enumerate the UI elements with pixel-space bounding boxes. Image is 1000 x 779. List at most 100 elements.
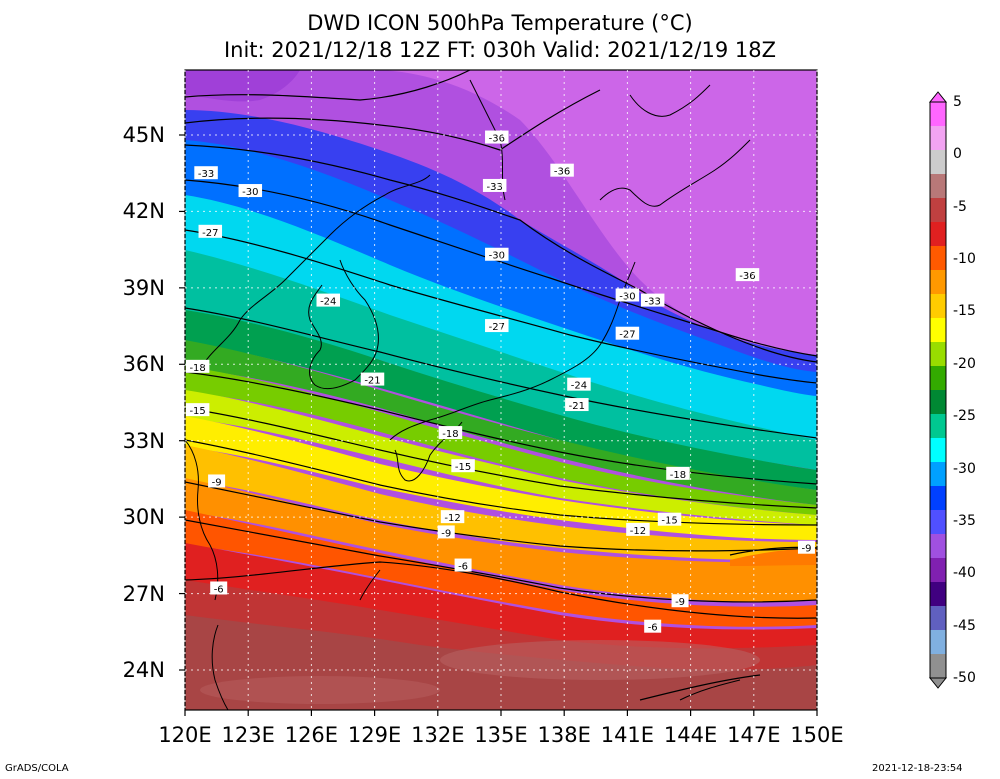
lon-label: 126E	[284, 723, 339, 747]
svg-text:-24: -24	[320, 297, 336, 308]
svg-text:-27: -27	[489, 322, 505, 333]
contour-label: -24	[316, 293, 341, 308]
lat-label: 33N	[122, 428, 165, 453]
contour-label: -6	[644, 619, 662, 634]
lon-label: 147E	[727, 723, 781, 747]
svg-text:-6: -6	[648, 623, 658, 634]
contour-label: -15	[451, 459, 475, 473]
colorbar-label: -40	[953, 565, 976, 582]
svg-text:-30: -30	[489, 251, 505, 262]
contour-label: -21	[565, 398, 589, 412]
contour-label-layer: -36-33-33-36-30-27-30-36-24-27-30 -33-27-…	[185, 130, 815, 634]
contour-label: -30	[615, 288, 640, 303]
colorbar-swatch	[930, 270, 946, 295]
axis-ticks	[179, 134, 818, 716]
colorbar-frame	[929, 101, 947, 679]
colorbar-swatch	[930, 174, 946, 199]
contour-label: -9	[208, 474, 226, 488]
lat-label: 45N	[122, 123, 165, 147]
svg-text:-15: -15	[189, 406, 205, 417]
svg-text:-12: -12	[630, 526, 646, 537]
lat-label: 36N	[122, 352, 165, 377]
colorbar-swatch	[930, 342, 946, 367]
lon-label: 141E	[600, 723, 655, 747]
contour-label: -6	[210, 581, 228, 595]
lon-label: 138E	[537, 723, 591, 747]
contour-label: -9	[671, 594, 689, 608]
contour-label: -30	[238, 184, 263, 198]
colorbar	[928, 91, 948, 689]
colorbar-swatch	[930, 102, 946, 127]
svg-text:-6: -6	[458, 562, 468, 573]
contour-label: -15	[657, 512, 682, 527]
contour-label: -18	[438, 426, 463, 440]
contour-label: -18	[666, 466, 690, 481]
colorbar-swatch	[930, 366, 946, 391]
colorbar-label: 0	[953, 146, 962, 163]
colorbar-label: -25	[953, 408, 976, 425]
svg-text:-6: -6	[214, 584, 224, 595]
svg-text:-36: -36	[554, 167, 570, 178]
svg-text:-15: -15	[661, 516, 677, 527]
svg-text:-27: -27	[202, 228, 218, 239]
contour-label: -33	[482, 178, 507, 193]
colorbar-swatch	[930, 246, 946, 271]
svg-text:-18: -18	[189, 363, 205, 374]
svg-text:-9: -9	[801, 544, 811, 555]
contour-label: -6	[454, 558, 472, 573]
colorbar-swatch	[930, 558, 946, 583]
svg-text:-21: -21	[364, 376, 380, 387]
colorbar-swatch	[930, 534, 946, 559]
colorbar-label: -35	[953, 512, 976, 529]
svg-text:-18: -18	[442, 429, 458, 440]
contour-label: -12	[440, 510, 465, 524]
colorbar-swatch	[930, 390, 946, 415]
colorbar-label: -50	[953, 670, 976, 686]
svg-text:-33: -33	[198, 169, 214, 180]
contour-label: -36	[485, 130, 509, 145]
lon-label: 150E	[790, 723, 844, 747]
lat-label: 30N	[122, 505, 165, 530]
contour-label: -33	[194, 166, 218, 180]
colorbar-swatch	[930, 126, 946, 151]
svg-text:-33: -33	[645, 297, 661, 308]
lon-label: 132E	[411, 723, 465, 747]
colorbar-min-arrow	[928, 677, 948, 689]
contour-label: -21	[360, 372, 385, 387]
contour-label: -15	[185, 403, 210, 417]
contour-label: -27	[198, 224, 223, 239]
contour-label: -33	[640, 293, 665, 308]
lat-label: 42N	[122, 199, 165, 224]
contour-label: -36	[735, 268, 760, 282]
colorbar-label: 5	[953, 94, 962, 110]
svg-text:-9: -9	[675, 597, 685, 608]
svg-text:-15: -15	[455, 462, 471, 473]
svg-text:-9: -9	[441, 528, 451, 539]
lat-label: 27N	[122, 581, 165, 606]
lon-label: 123E	[221, 723, 275, 747]
colorbar-label: -45	[953, 617, 976, 634]
svg-text:-18: -18	[670, 470, 686, 481]
lon-label: 144E	[663, 723, 718, 747]
colorbar-swatch	[930, 222, 946, 247]
colorbar-swatch	[930, 414, 946, 439]
contour-label: -24	[567, 377, 591, 392]
colorbar-label: -10	[953, 251, 976, 268]
colorbar-max-arrow	[928, 91, 948, 103]
lon-label: 120E	[158, 723, 212, 747]
colorbar-swatch	[930, 150, 946, 175]
colorbar-swatch	[930, 438, 946, 463]
footer-credit: GrADS/COLA	[5, 763, 69, 774]
isotherm-lines	[185, 70, 817, 701]
svg-text:-30: -30	[619, 292, 635, 303]
colorbar-label: -20	[953, 355, 976, 372]
colorbar-swatch	[930, 294, 946, 319]
colorbar-swatch	[930, 582, 946, 607]
colorbar-swatch	[930, 462, 946, 487]
contour-label: -36	[550, 163, 574, 178]
lon-label: 129E	[347, 723, 402, 747]
map-subtitle: Init: 2021/12/18 12Z FT: 030h Valid: 202…	[223, 38, 777, 62]
colorbar-label: -15	[953, 303, 976, 320]
footer-timestamp: 2021-12-18-23:54	[872, 763, 963, 774]
